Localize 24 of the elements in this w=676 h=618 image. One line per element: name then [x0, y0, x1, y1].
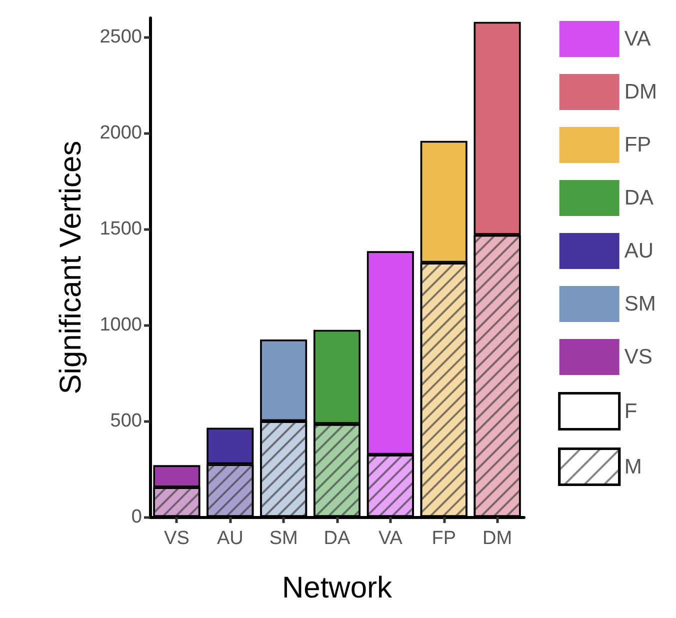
x-tick-label: FP	[432, 528, 456, 549]
y-tick-label: 500	[110, 410, 142, 432]
legend-label: F	[624, 400, 638, 423]
x-tick-label: DA	[324, 528, 351, 549]
x-tick-label: SM	[269, 528, 298, 549]
legend-label: VA	[624, 28, 651, 50]
x-tick-label: VA	[378, 528, 403, 549]
legend-label: AU	[624, 240, 654, 262]
legend-label: DA	[624, 186, 654, 210]
y-tick-label: 2000	[100, 122, 142, 144]
y-tick-label: 1000	[100, 314, 142, 336]
legend-label: M	[624, 455, 642, 478]
x-axis-title: Network	[282, 572, 394, 604]
y-axis-title: Significant Vertices	[54, 140, 88, 394]
y-tick-label: 0	[131, 506, 142, 528]
legend-label: SM	[624, 292, 656, 316]
y-tick-label: 2500	[100, 26, 142, 48]
legend-label: VS	[624, 346, 652, 368]
x-tick-label: DM	[482, 528, 512, 549]
legend-label: DM	[624, 80, 658, 104]
x-tick-label: AU	[216, 528, 244, 549]
x-tick-label: VS	[164, 528, 190, 549]
y-tick-label: 1500	[100, 218, 142, 240]
legend-label: FP	[624, 134, 652, 156]
